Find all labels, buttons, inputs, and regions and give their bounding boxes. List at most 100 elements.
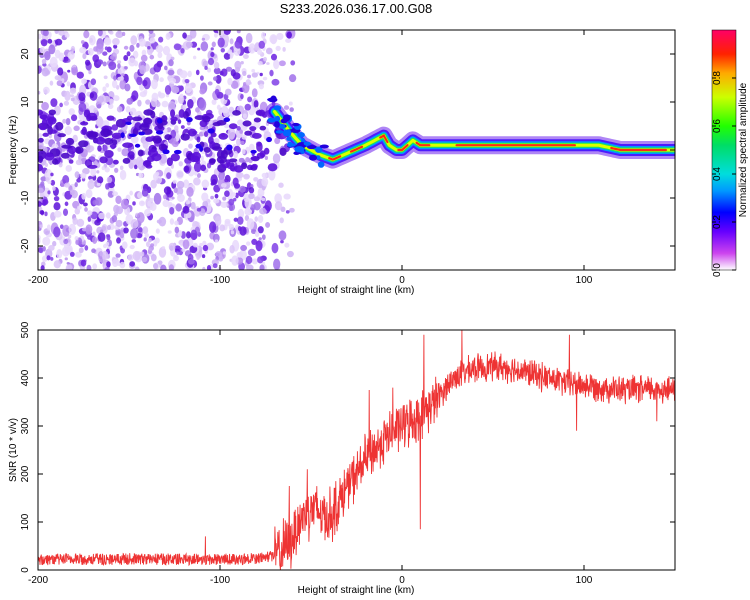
spectrogram-noise-cell: [117, 30, 122, 35]
spectrogram-noise-cell: [289, 207, 295, 213]
spectrogram-noise-cell: [208, 136, 214, 145]
spectrogram-noise-cell: [179, 93, 184, 99]
spectrogram-noise-cell: [42, 86, 50, 95]
spectrogram-noise-cell: [137, 227, 143, 233]
spectrogram-noise-cell: [102, 144, 108, 152]
spectrogram-noise-cell: [57, 133, 66, 138]
spectrogram-noise-cell: [63, 238, 69, 245]
spectrogram-noise-cell: [222, 196, 227, 201]
spectrogram-noise-cell: [230, 80, 239, 90]
spectrogram-noise-cell: [81, 227, 87, 232]
spectrogram-noise-cell: [92, 231, 96, 237]
spectrogram-noise-cell: [166, 157, 173, 167]
spectrogram-noise-cell: [87, 210, 93, 216]
spectrogram-noise-cell: [165, 32, 171, 41]
spectrogram-noise-cell: [132, 250, 141, 261]
spectrogram-noise-cell: [106, 225, 112, 231]
snr-y-tick-label: 0: [20, 567, 31, 573]
spectrogram-noise-cell: [200, 164, 207, 172]
spectrogram-noise-cell: [248, 187, 255, 194]
spectrogram-noise-cell: [112, 191, 118, 197]
spectrogram-noise-cell: [104, 267, 110, 270]
spectrogram-noise-cell: [155, 228, 160, 234]
spectrogram-noise-cell: [266, 136, 273, 143]
spectrogram-noise-cell: [161, 246, 166, 250]
spectrogram-noise-cell: [120, 229, 124, 233]
spectrogram-noise-cell: [38, 109, 44, 116]
spectrogram-noise-cell: [121, 241, 128, 249]
spectrogram-noise-cell: [224, 218, 231, 224]
spectrogram-noise-cell: [49, 129, 58, 134]
spectrogram-noise-cell: [53, 202, 61, 211]
spectrogram-noise-cell: [72, 217, 79, 225]
spectrogram-noise-cell: [60, 152, 70, 159]
spectrogram-noise-cell: [187, 258, 195, 265]
spectrogram-noise-cell: [64, 257, 68, 261]
spectrogram-noise-cell: [221, 163, 230, 169]
spectrogram-noise-cell: [52, 186, 56, 191]
spectrogram-noise-cell: [200, 41, 209, 52]
spectrogram-noise-cell: [166, 172, 172, 180]
spectrogram-noise-cell: [56, 249, 63, 259]
spectrogram-noise-cell: [116, 237, 121, 244]
spectrogram-noise-cell: [100, 229, 104, 234]
spectrogram-noise-cell: [62, 224, 70, 237]
spectrogram-noise-cell: [120, 132, 125, 139]
spectrogram-noise-cell: [150, 243, 155, 248]
spectrogram-noise-cell: [39, 114, 48, 120]
spectrogram-noise-cell: [174, 220, 179, 226]
spectrogram-noise-cell: [231, 255, 239, 266]
ridge-blob: [282, 114, 291, 122]
spectrogram-noise-cell: [151, 79, 158, 90]
spectrogram-noise-cell: [196, 207, 202, 212]
colorbar: 0.0 0.2 0.4 0.6 0.8 Normalized spectral ampl…: [711, 29, 749, 277]
spectrogram-noise-cell: [116, 106, 123, 113]
spectrogram-noise-cell: [200, 155, 204, 162]
spectrogram-noise-cell: [112, 258, 119, 268]
spectrogram-noise-cell: [214, 88, 220, 96]
spectrogram-noise-cell: [164, 134, 172, 141]
spectrogram-noise-cell: [228, 123, 238, 130]
spectrogram-noise-cell: [187, 70, 192, 78]
spectrogram-noise-cell: [95, 136, 106, 145]
spectrogram-noise-cell: [251, 132, 262, 139]
spectrogram-noise-cell: [81, 126, 87, 135]
spectrogram-noise-cell: [188, 143, 193, 149]
spectrogram-noise-cell: [228, 224, 235, 231]
spectrogram-noise-cell: [173, 187, 178, 194]
spectrogram-noise-cell: [119, 232, 125, 239]
spectrogram-noise-cell: [131, 239, 137, 243]
spectrogram-noise-cell: [206, 67, 212, 73]
spectrogram-noise-cell: [279, 147, 287, 156]
spectrogram-noise-cell: [85, 189, 93, 199]
spectrogram-noise-cell: [258, 237, 262, 241]
spectrogram-noise-cell: [147, 46, 151, 50]
spectrogram-noise-cell: [47, 116, 57, 125]
spectrogram-noise-cell: [223, 30, 231, 36]
spectrogram-noise-cell: [213, 61, 220, 69]
spectrogram-noise-cell: [84, 59, 91, 66]
spectrogram-noise-cell: [75, 159, 83, 166]
spectrogram-noise-cell: [111, 215, 118, 223]
spectrogram-noise-cell: [109, 143, 117, 149]
spectrogram-noise-cell: [92, 263, 98, 270]
spectrogram-noise-cell: [210, 174, 218, 186]
spectrogram-noise-cell: [194, 115, 205, 121]
spectrogram-noise-cell: [112, 38, 120, 46]
spectrogram-noise-cell: [90, 78, 97, 86]
spectrogram-noise-cell: [62, 174, 70, 185]
spectrogram-noise-cell: [134, 164, 138, 170]
spectrogram-noise-cell: [251, 163, 258, 169]
spectrogram-noise-cell: [249, 204, 256, 211]
ridge-blob: [297, 132, 305, 138]
spectrogram-noise-cell: [66, 81, 71, 87]
colorbar-tick-label: 0.8: [712, 71, 723, 85]
spectrogram-noise-cell: [255, 240, 263, 252]
spectrogram-noise-cell: [82, 53, 87, 60]
spectrogram-noise-cell: [168, 242, 176, 251]
spectrogram-noise-cell: [38, 65, 42, 74]
colorbar-tick-label: 0.4: [712, 167, 723, 181]
spectrogram-noise-cell: [275, 45, 281, 52]
spectrogram-noise-cell: [228, 106, 235, 113]
